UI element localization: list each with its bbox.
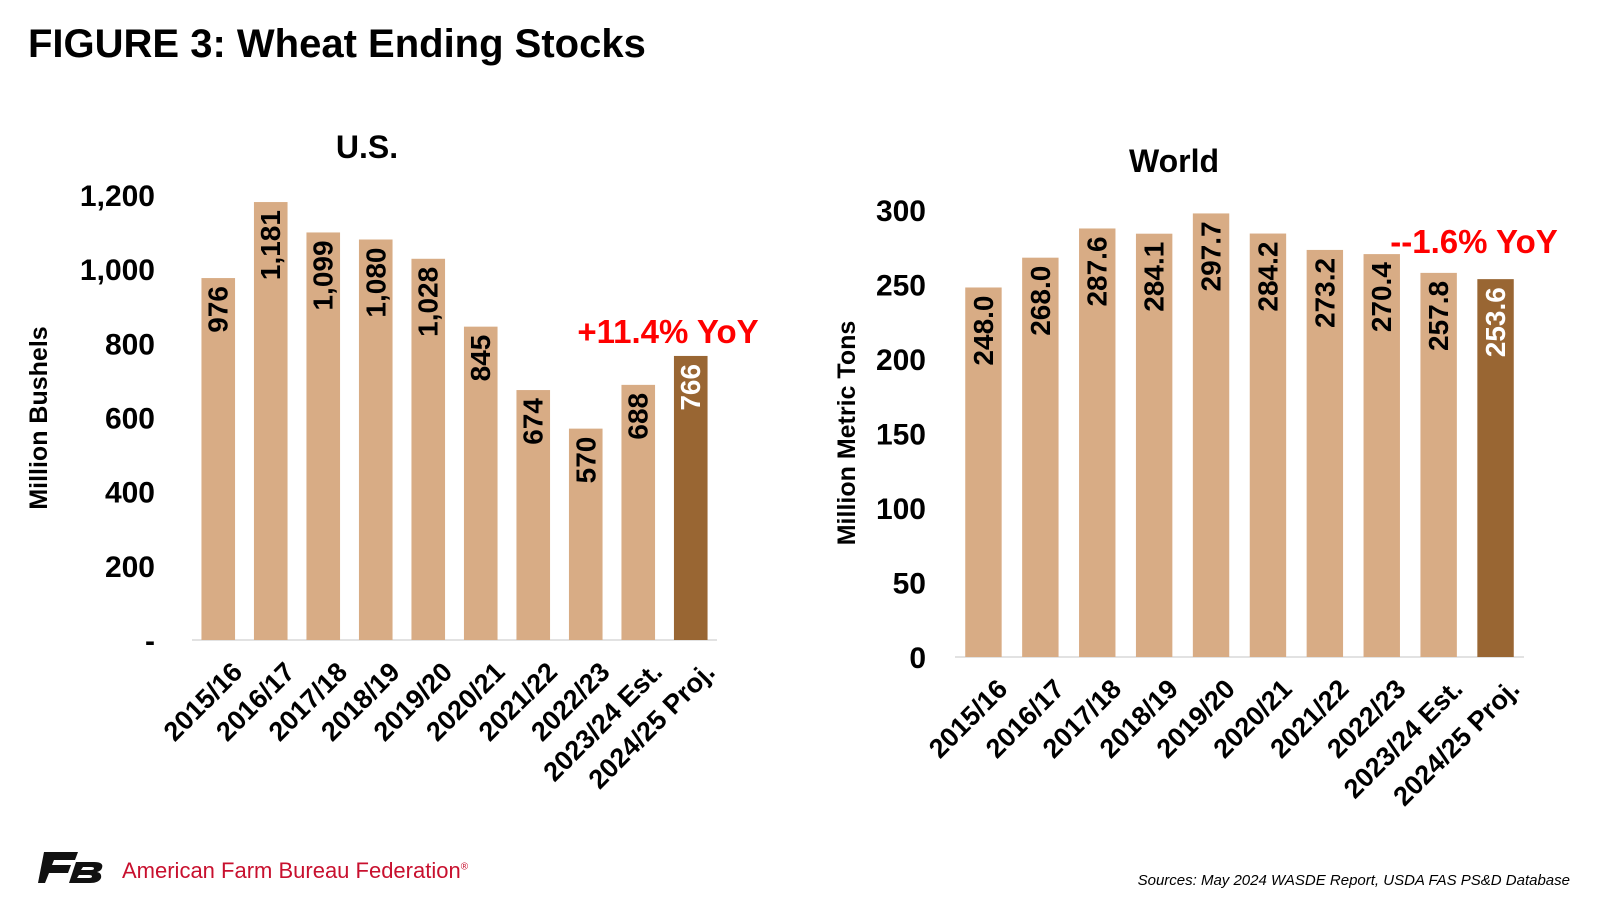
world-y-tick-label: 0 [909,642,926,675]
us-bar [516,390,551,640]
world-bar [1192,213,1230,657]
us-bar [201,278,236,640]
us-y-tick-label: 1,000 [80,254,155,287]
us-data-label: 976 [203,286,234,333]
us-y-tick-label: 400 [105,477,155,510]
us-chart-title: U.S. [336,129,398,165]
world-chart-title: World [1129,143,1219,179]
footer-org-text: American Farm Bureau Federation [122,858,461,883]
world-data-label: 284.1 [1139,242,1170,312]
us-y-tick-label: 600 [105,403,155,436]
world-yoy-annotation: --1.6% YoY [1390,223,1558,260]
us-data-label: 1,080 [360,248,391,318]
world-bar [1249,233,1287,658]
world-y-axis-label: Million Metric Tons [833,321,861,546]
footer-org-name: American Farm Bureau Federation® [122,858,468,884]
world-bar [1135,233,1173,658]
world-data-label: 248.0 [968,295,999,365]
us-y-tick-label: 800 [105,328,155,361]
world-bar [965,287,1002,657]
world-y-tick-label: 50 [893,568,926,601]
us-bar [463,326,498,640]
world-data-label: 270.4 [1366,262,1397,332]
us-bar [568,428,603,640]
us-data-label: 674 [518,398,549,445]
us-chart: U.S. Million Bushels - 200 400 600 800 1,000 1,2… [25,129,759,795]
world-data-label: 268.0 [1025,266,1056,336]
world-y-tick-label: 100 [876,493,926,526]
us-data-label: 688 [623,393,654,440]
world-bar [1022,257,1059,657]
world-data-label: 273.2 [1309,258,1340,328]
us-bar [411,258,446,640]
us-bar [358,239,393,640]
us-y-tick-label: - [145,625,155,658]
world-data-label: 257.8 [1423,281,1454,351]
world-y-tick-label: 150 [876,419,926,452]
world-y-tick-label: 300 [876,195,926,228]
world-data-label: 284.2 [1252,242,1283,312]
world-bar [1420,272,1457,657]
us-data-label: 1,028 [413,267,444,337]
world-data-label: 287.6 [1082,236,1113,306]
world-bar [1079,228,1116,657]
us-bar [673,355,708,640]
world-data-label: 297.7 [1196,221,1227,291]
us-y-tick-label: 1,200 [80,180,155,213]
world-bar [1477,279,1514,657]
footer-source: Sources: May 2024 WASDE Report, USDA FAS… [1137,872,1570,889]
world-y-tick-label: 250 [876,270,926,303]
figure-title: FIGURE 3: Wheat Ending Stocks [28,22,646,66]
us-data-label: 1,181 [255,210,286,280]
us-yoy-annotation: +11.4% YoY [577,313,758,350]
us-bar [306,232,341,640]
us-bar [621,384,656,640]
world-y-tick-label: 200 [876,344,926,377]
registered-mark: ® [460,861,469,873]
world-data-label: 253.6 [1480,287,1511,357]
us-y-axis-label: Million Bushels [25,326,53,509]
world-bar [1306,249,1344,657]
us-data-label: 766 [675,364,706,411]
world-chart: World Million Metric Tons 0 50 100 150 200 250 3… [833,143,1558,812]
us-data-label: 570 [570,437,601,484]
us-bar [253,202,288,640]
us-y-tick-label: 200 [105,551,155,584]
us-data-label: 845 [465,335,496,382]
us-data-label: 1,099 [308,240,339,310]
world-bar [1363,254,1400,657]
farm-bureau-logo-icon [38,852,103,883]
